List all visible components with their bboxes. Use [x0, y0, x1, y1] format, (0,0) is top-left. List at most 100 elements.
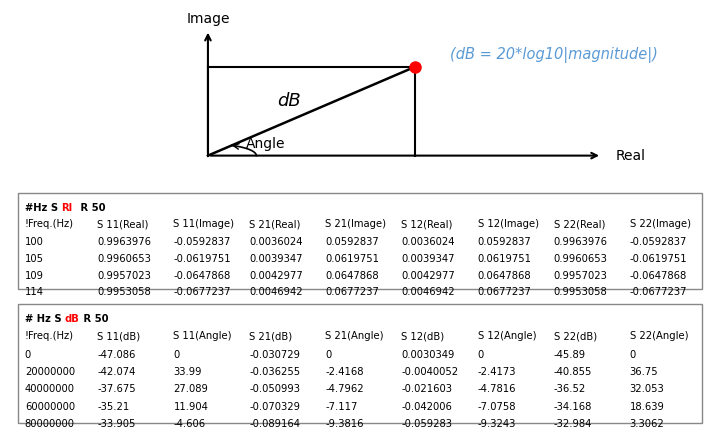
Text: dB: dB [277, 92, 301, 110]
Text: 0.0619751: 0.0619751 [325, 254, 379, 264]
Text: S 21(dB): S 21(dB) [249, 331, 292, 341]
Text: -0.0647868: -0.0647868 [174, 271, 230, 281]
Text: S 11(Angle): S 11(Angle) [174, 331, 232, 341]
Text: -0.050993: -0.050993 [249, 385, 300, 395]
Text: -0.0592837: -0.0592837 [174, 237, 230, 247]
Text: 0.0619751: 0.0619751 [477, 254, 531, 264]
Text: -0.042006: -0.042006 [402, 402, 452, 412]
Text: 20000000: 20000000 [24, 367, 75, 377]
Text: -35.21: -35.21 [97, 402, 130, 412]
Text: -4.606: -4.606 [174, 419, 205, 429]
Text: 0.9960653: 0.9960653 [97, 254, 151, 264]
Text: 0.0592837: 0.0592837 [325, 237, 379, 247]
Text: 0.0036024: 0.0036024 [402, 237, 455, 247]
Text: 0.0647868: 0.0647868 [325, 271, 379, 281]
Text: S 11(dB): S 11(dB) [97, 331, 140, 341]
Text: -45.89: -45.89 [554, 350, 585, 360]
Text: 0.0677237: 0.0677237 [477, 287, 531, 297]
Text: S 22(dB): S 22(dB) [554, 331, 597, 341]
Text: 0.9963976: 0.9963976 [554, 237, 608, 247]
Text: -0.0619751: -0.0619751 [174, 254, 231, 264]
Text: -0.089164: -0.089164 [249, 419, 300, 429]
Text: -0.0592837: -0.0592837 [629, 237, 687, 247]
Text: -40.855: -40.855 [554, 367, 592, 377]
Text: 0.0046942: 0.0046942 [249, 287, 303, 297]
Text: -0.070329: -0.070329 [249, 402, 300, 412]
Text: 60000000: 60000000 [24, 402, 75, 412]
Text: S 22(Real): S 22(Real) [554, 219, 605, 229]
Text: S 12(Angle): S 12(Angle) [477, 331, 536, 341]
Text: -33.905: -33.905 [97, 419, 135, 429]
Text: S 22(Image): S 22(Image) [629, 219, 690, 229]
Text: 18.639: 18.639 [629, 402, 665, 412]
Text: 32.053: 32.053 [629, 385, 665, 395]
Text: -47.086: -47.086 [97, 350, 135, 360]
Text: -34.168: -34.168 [554, 402, 592, 412]
Text: 40000000: 40000000 [24, 385, 75, 395]
Text: 0.0039347: 0.0039347 [402, 254, 455, 264]
Text: 0: 0 [325, 350, 332, 360]
Text: 0.0039347: 0.0039347 [249, 254, 303, 264]
Text: 0.0046942: 0.0046942 [402, 287, 455, 297]
Text: Real: Real [616, 148, 646, 163]
Text: S 12(Image): S 12(Image) [477, 219, 539, 229]
Text: 0.0677237: 0.0677237 [325, 287, 379, 297]
Text: # Hz S: # Hz S [24, 314, 65, 324]
Text: 0.9960653: 0.9960653 [554, 254, 608, 264]
Text: 80000000: 80000000 [24, 419, 75, 429]
Text: -0.0647868: -0.0647868 [629, 271, 687, 281]
Text: S 11(Real): S 11(Real) [97, 219, 149, 229]
Text: -42.074: -42.074 [97, 367, 135, 377]
Text: 0.9953058: 0.9953058 [97, 287, 151, 297]
Text: R 50: R 50 [80, 314, 109, 324]
Text: -7.0758: -7.0758 [477, 402, 516, 412]
Text: -2.4173: -2.4173 [477, 367, 516, 377]
Text: 36.75: 36.75 [629, 367, 658, 377]
Text: 100: 100 [24, 237, 44, 247]
Text: S 12(Real): S 12(Real) [402, 219, 453, 229]
Text: 105: 105 [24, 254, 44, 264]
Text: 0: 0 [629, 350, 636, 360]
Text: Image: Image [186, 13, 230, 26]
Text: 0.9963976: 0.9963976 [97, 237, 151, 247]
Text: 109: 109 [24, 271, 44, 281]
Text: 0.0036024: 0.0036024 [249, 237, 303, 247]
Text: 0.0030349: 0.0030349 [402, 350, 455, 360]
Text: 11.904: 11.904 [174, 402, 208, 412]
Text: -32.984: -32.984 [554, 419, 592, 429]
Text: -0.0677237: -0.0677237 [174, 287, 231, 297]
Text: -7.117: -7.117 [325, 402, 358, 412]
Text: S 22(Angle): S 22(Angle) [629, 331, 688, 341]
Text: -0.021603: -0.021603 [402, 385, 452, 395]
Text: S 12(dB): S 12(dB) [402, 331, 444, 341]
Text: Angle: Angle [246, 137, 285, 151]
Text: -0.036255: -0.036255 [249, 367, 300, 377]
Text: 0.9953058: 0.9953058 [554, 287, 607, 297]
Text: RI: RI [60, 203, 72, 213]
Text: 33.99: 33.99 [174, 367, 202, 377]
Text: R 50: R 50 [76, 203, 105, 213]
Text: 0: 0 [174, 350, 179, 360]
Text: 0.0042977: 0.0042977 [402, 271, 455, 281]
Text: 3.3062: 3.3062 [629, 419, 665, 429]
Text: S 21(Real): S 21(Real) [249, 219, 301, 229]
Text: 0.0647868: 0.0647868 [477, 271, 531, 281]
Text: -9.3816: -9.3816 [325, 419, 364, 429]
Text: 27.089: 27.089 [174, 385, 208, 395]
Text: -37.675: -37.675 [97, 385, 136, 395]
Text: -4.7816: -4.7816 [477, 385, 516, 395]
Text: -4.7962: -4.7962 [325, 385, 364, 395]
Text: !Freq.(Hz): !Freq.(Hz) [24, 331, 73, 341]
Text: 0.0042977: 0.0042977 [249, 271, 303, 281]
Text: 0: 0 [24, 350, 31, 360]
Text: 114: 114 [24, 287, 44, 297]
Text: (dB = 20*log10|magnitude|): (dB = 20*log10|magnitude|) [450, 47, 658, 63]
Text: S 21(Image): S 21(Image) [325, 219, 387, 229]
Text: -9.3243: -9.3243 [477, 419, 516, 429]
Text: S 11(Image): S 11(Image) [174, 219, 235, 229]
Text: 0: 0 [477, 350, 484, 360]
Text: 0.9957023: 0.9957023 [97, 271, 151, 281]
Text: -2.4168: -2.4168 [325, 367, 364, 377]
FancyBboxPatch shape [18, 304, 702, 423]
Text: -0.0619751: -0.0619751 [629, 254, 687, 264]
